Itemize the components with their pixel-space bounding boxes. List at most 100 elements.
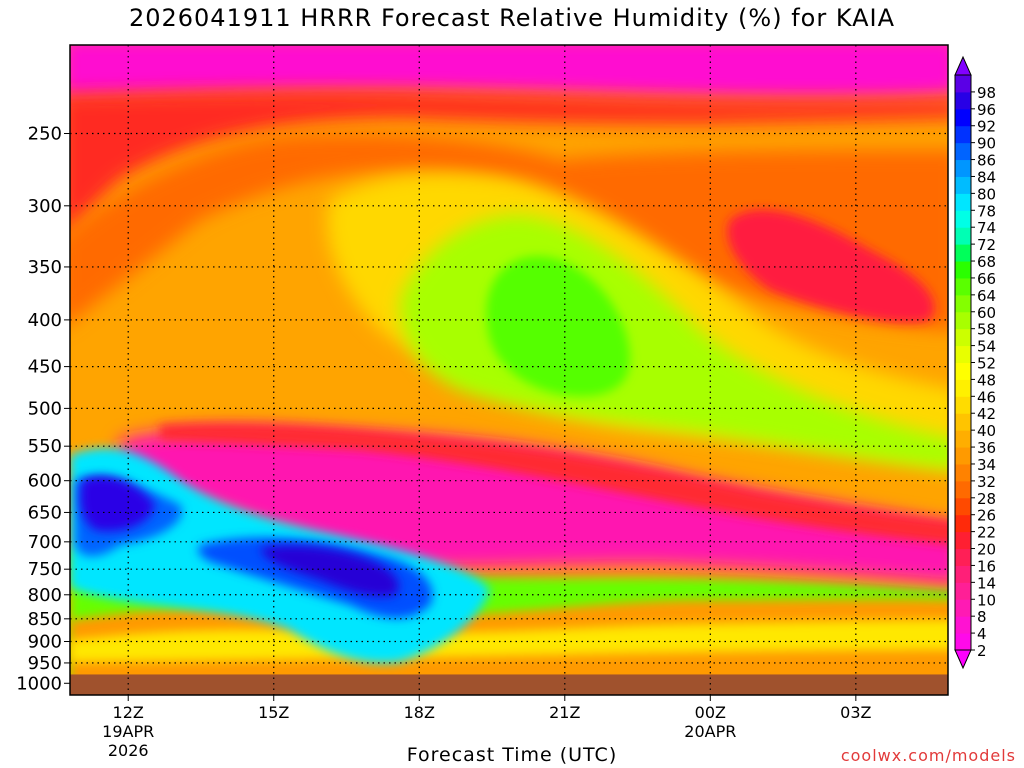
y-axis: 2503003504004505005506006507007508008509… xyxy=(16,123,70,694)
colorbar-cell xyxy=(955,91,971,110)
y-tick-label: 350 xyxy=(28,257,62,278)
colorbar-cell xyxy=(955,244,971,262)
y-tick-label: 400 xyxy=(28,310,62,331)
colorbar-cell xyxy=(955,497,971,516)
colorbar-label: 40 xyxy=(977,422,996,440)
colorbar-cell xyxy=(955,379,971,397)
colorbar-cell xyxy=(955,277,971,296)
orange-band xyxy=(70,133,948,330)
moist-core xyxy=(486,256,630,397)
colorbar-label: 42 xyxy=(977,405,996,423)
colorbar-cell xyxy=(955,582,971,600)
x-tick-sublabel: 20APR xyxy=(684,722,736,741)
colorbar-cell xyxy=(955,227,971,245)
colorbar-cell xyxy=(955,345,971,363)
plot-border xyxy=(69,44,949,696)
colorbar-label: 34 xyxy=(977,456,996,474)
colorbar-label: 84 xyxy=(977,168,996,186)
colorbar-label: 10 xyxy=(977,591,996,609)
colorbar-cell xyxy=(955,362,971,380)
x-tick-label: 18Z xyxy=(404,703,435,722)
colorbar-label: 14 xyxy=(977,574,996,592)
colorbar-label: 86 xyxy=(977,152,996,170)
colorbar-cell xyxy=(955,565,971,583)
saturated-core-2 xyxy=(260,545,399,597)
saturated-core-1 xyxy=(80,476,155,532)
colorbar-cell xyxy=(955,480,971,499)
colorbar-cell xyxy=(955,108,971,127)
x-axis-label: Forecast Time (UTC) xyxy=(406,744,618,766)
colorbar-label: 68 xyxy=(977,253,996,271)
colorbar-cell xyxy=(955,193,971,211)
colorbar-cell xyxy=(955,599,971,617)
colorbar-label: 92 xyxy=(977,118,996,136)
colorbar-label: 64 xyxy=(977,287,996,305)
colorbar-cell xyxy=(955,210,971,228)
y-tick-label: 650 xyxy=(28,502,62,523)
colorbar-cell xyxy=(955,447,971,465)
grid xyxy=(70,45,948,695)
x-tick-label: 00Z xyxy=(695,703,726,722)
colorbar: 2481014162022262832343640424648525458606… xyxy=(954,55,996,670)
colorbar-label: 46 xyxy=(977,388,996,406)
x-tick-sublabel: 2026 xyxy=(108,741,149,760)
colorbar-cell xyxy=(955,531,971,550)
colorbar-label: 74 xyxy=(977,219,996,237)
colorbar-label: 66 xyxy=(977,270,996,288)
x-tick-label: 12Z xyxy=(113,703,144,722)
dry-pocket xyxy=(727,209,935,323)
y-tick-label: 450 xyxy=(28,357,62,378)
colorbar-label: 98 xyxy=(977,84,996,102)
colorbar-cell xyxy=(955,430,971,448)
y-tick-label: 250 xyxy=(28,123,62,144)
heatmap-field xyxy=(70,45,948,695)
colorbar-label: 54 xyxy=(977,338,996,356)
colorbar-cell xyxy=(955,125,971,144)
y-tick-label: 950 xyxy=(28,653,62,674)
y-tick-label: 600 xyxy=(28,471,62,492)
colorbar-cell xyxy=(955,328,971,347)
colorbar-cell xyxy=(955,311,971,330)
chart-title: 2026041911 HRRR Forecast Relative Humidi… xyxy=(128,4,896,32)
colorbar-label: 16 xyxy=(977,557,996,575)
colorbar-label: 2 xyxy=(977,642,987,660)
colorbar-label: 8 xyxy=(977,608,987,626)
y-tick-label: 550 xyxy=(28,436,62,457)
colorbar-label: 26 xyxy=(977,507,996,525)
colorbar-label: 4 xyxy=(977,625,987,643)
ground xyxy=(70,674,948,695)
y-tick-label: 500 xyxy=(28,398,62,419)
x-tick-sublabel: 19APR xyxy=(102,722,154,741)
upper-red-band xyxy=(70,91,948,230)
colorbar-cell xyxy=(955,142,971,161)
colorbar-label: 28 xyxy=(977,490,996,508)
credit-text: coolwx.com/models xyxy=(840,746,1016,765)
colorbar-label: 72 xyxy=(977,236,996,254)
colorbar-cell xyxy=(955,514,971,533)
colorbar-cell xyxy=(955,294,971,313)
colorbar-cell xyxy=(955,396,971,414)
y-tick-label: 750 xyxy=(28,559,62,580)
upper-dry-layer xyxy=(70,45,948,100)
colorbar-label: 60 xyxy=(977,304,996,322)
y-tick-label: 1000 xyxy=(16,673,62,694)
x-tick-label: 21Z xyxy=(549,703,580,722)
colorbar-cell xyxy=(955,176,971,194)
colorbar-label: 90 xyxy=(977,135,996,153)
colorbar-label: 22 xyxy=(977,524,996,542)
colorbar-label: 80 xyxy=(977,185,996,203)
colorbar-label: 20 xyxy=(977,541,996,559)
y-tick-label: 800 xyxy=(28,585,62,606)
y-tick-label: 900 xyxy=(28,631,62,652)
colorbar-label: 52 xyxy=(977,355,996,373)
colorbar-cell xyxy=(955,548,971,566)
colorbar-cell xyxy=(955,261,971,279)
colorbar-label: 36 xyxy=(977,439,996,457)
colorbar-cell xyxy=(955,159,971,177)
colorbar-arrow-high xyxy=(954,55,972,76)
colorbar-arrow-low xyxy=(954,649,972,670)
colorbar-cell xyxy=(955,616,971,634)
colorbar-label: 78 xyxy=(977,202,996,220)
